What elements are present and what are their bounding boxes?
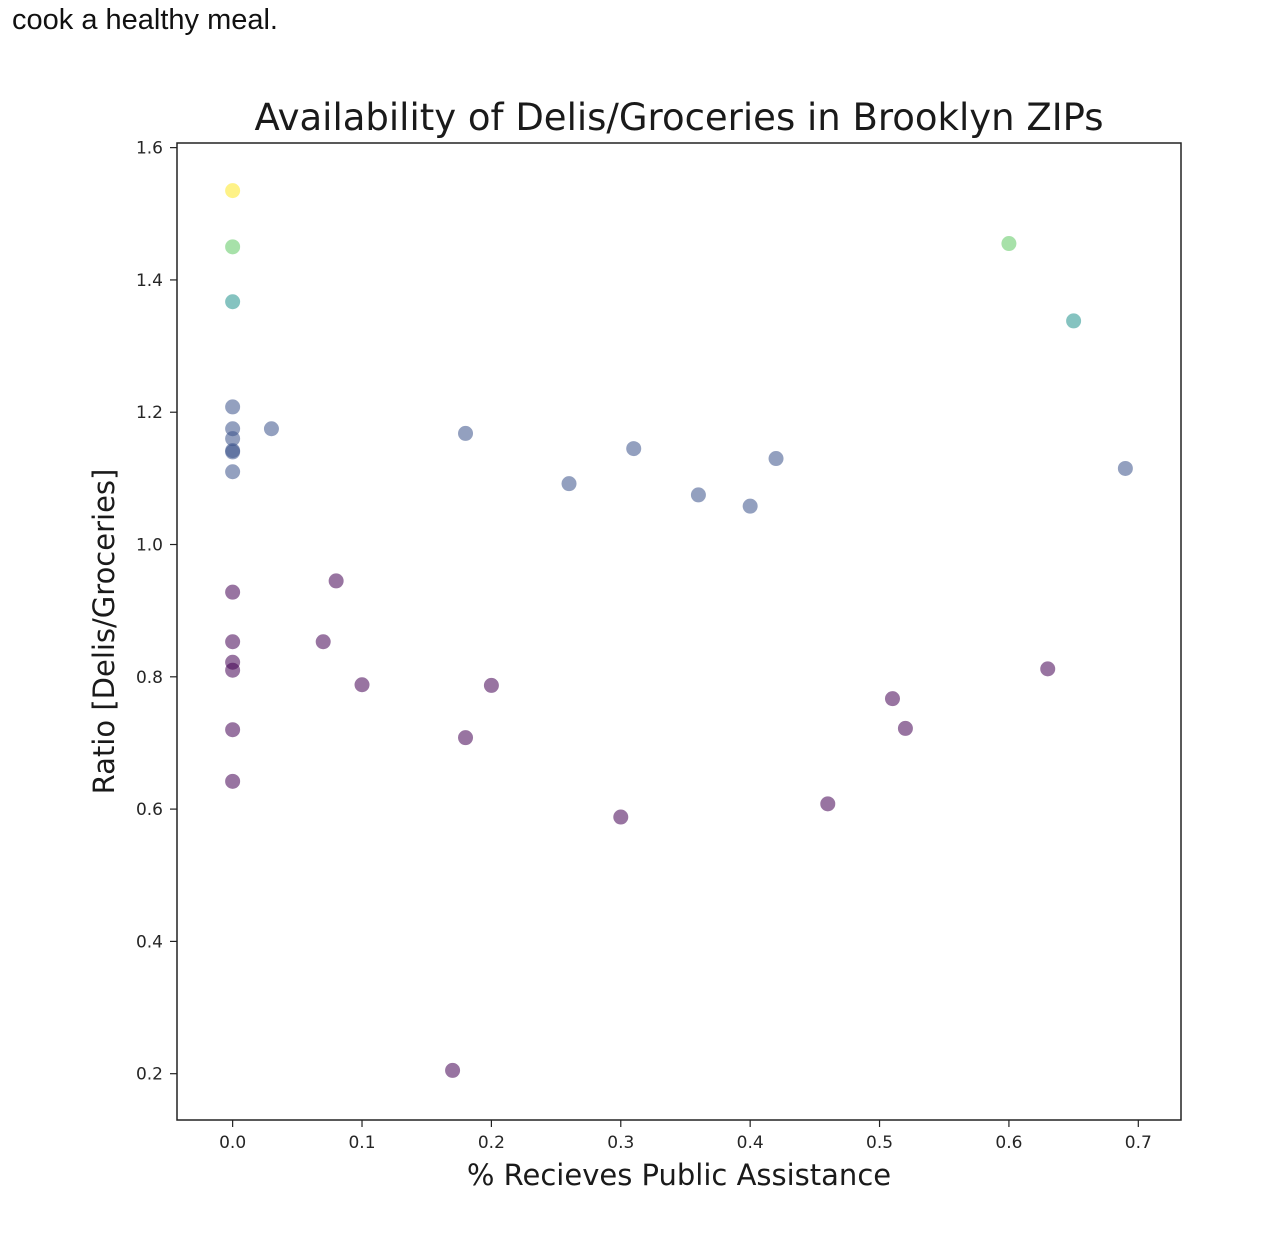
scatter-point	[225, 722, 241, 738]
scatter-point	[225, 464, 241, 480]
scatter-point	[225, 294, 241, 310]
y-tick-label: 0.8	[136, 668, 163, 688]
y-tick-label: 1.0	[136, 536, 163, 556]
scatter-point	[225, 662, 241, 678]
x-tick-label: 0.5	[866, 1133, 893, 1153]
scatter-point	[1117, 460, 1133, 476]
y-tick-label: 0.2	[136, 1065, 163, 1085]
scatter-point	[225, 773, 241, 789]
scatter-point	[1066, 313, 1082, 329]
x-tick-label: 0.4	[737, 1133, 764, 1153]
y-axis-title: Ratio [Delis/Groceries]	[87, 469, 121, 795]
scatter-point	[225, 183, 241, 199]
y-tick-label: 1.6	[136, 139, 163, 159]
scatter-point	[820, 796, 836, 812]
scatter-point	[1040, 661, 1056, 677]
scatter-point	[263, 421, 279, 437]
scatter-point	[768, 451, 784, 467]
intro-text: cook a healthy meal.	[12, 4, 278, 36]
scatter-point	[225, 634, 241, 650]
x-tick-label: 0.7	[1125, 1133, 1152, 1153]
scatter-point	[445, 1062, 461, 1078]
scatter-point	[315, 634, 331, 650]
y-tick-label: 1.4	[136, 271, 163, 291]
scatter-point	[458, 425, 474, 441]
scatter-point	[225, 431, 241, 447]
x-tick-label: 0.3	[607, 1133, 634, 1153]
scatter-point	[742, 498, 758, 514]
x-axis: 0.0 0.1 0.2 0.3 0.4 0.5 0.6 0.7	[219, 1120, 1152, 1153]
scatter-point	[458, 730, 474, 746]
scatter-point	[225, 399, 241, 415]
scatter-point	[884, 691, 900, 707]
scatter-point	[225, 584, 241, 600]
scatter-point	[354, 677, 370, 693]
scatter-point	[225, 239, 241, 255]
chart-title: Availability of Delis/Groceries in Brook…	[254, 96, 1103, 139]
scatter-point	[561, 476, 577, 492]
scatter-point	[897, 720, 913, 736]
y-axis: 0.2 0.4 0.6 0.8 1.0 1.2 1.4 1.6	[136, 139, 177, 1085]
scatter-point	[613, 809, 629, 825]
scatter-point	[626, 441, 642, 457]
scatter-point	[328, 573, 344, 589]
x-tick-label: 0.1	[348, 1133, 375, 1153]
scatter-point	[225, 444, 241, 460]
y-tick-label: 0.6	[136, 800, 163, 820]
data-points	[225, 183, 1133, 1078]
y-tick-label: 0.4	[136, 932, 163, 952]
plot-area-frame	[176, 142, 1182, 1121]
scatter-point	[1001, 236, 1017, 252]
x-tick-label: 0.0	[219, 1133, 246, 1153]
scatter-point	[690, 487, 706, 503]
x-tick-label: 0.6	[995, 1133, 1022, 1153]
scatter-point	[483, 677, 499, 693]
y-tick-label: 1.2	[136, 403, 163, 423]
x-axis-title: % Recieves Public Assistance	[467, 1158, 891, 1192]
x-tick-label: 0.2	[478, 1133, 505, 1153]
